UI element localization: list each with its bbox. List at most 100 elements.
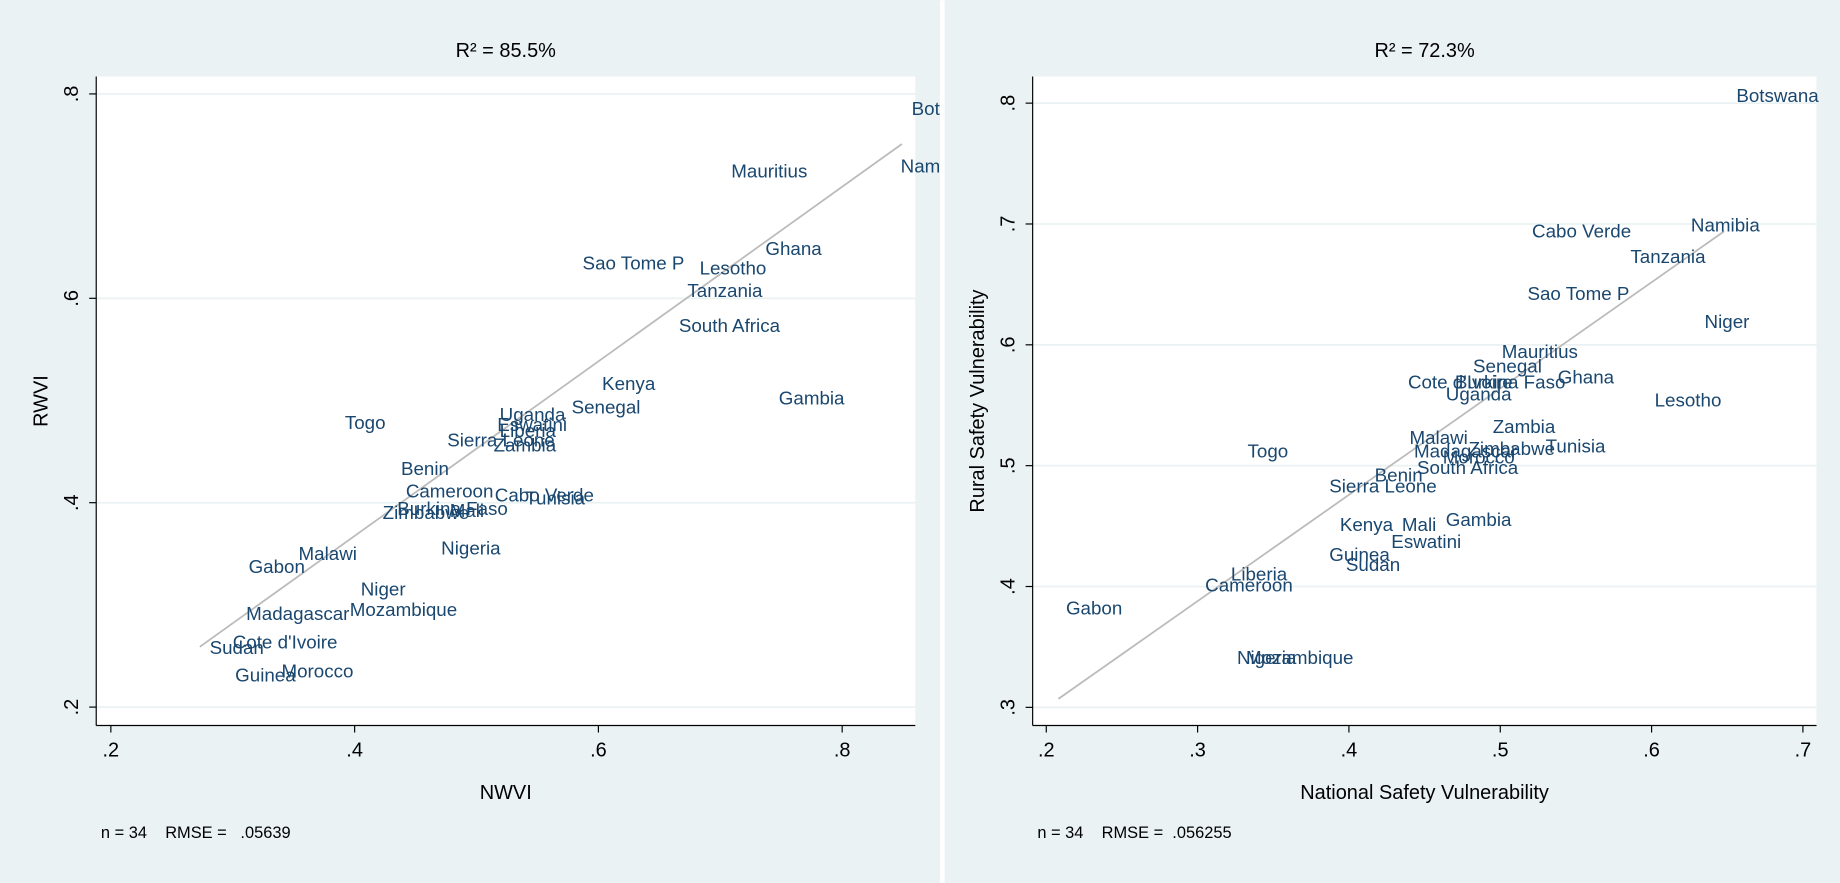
- point-label: Malawi: [1409, 427, 1467, 448]
- point-label: Liberia: [500, 420, 557, 441]
- y-axis-label: Rural Safety Vulnerability: [967, 289, 989, 512]
- x-tick-label: .4: [1341, 740, 1358, 762]
- point-label: Nam: [901, 155, 941, 176]
- point-label: Gabon: [249, 556, 305, 577]
- point-label: Ghana: [1558, 367, 1615, 388]
- point-label: Cote d'Ivoire: [1408, 371, 1513, 392]
- point-label: Mali: [450, 500, 484, 521]
- y-tick-label: .4: [997, 578, 1019, 595]
- point-label: Zimbabwe: [383, 502, 470, 523]
- x-tick-label: .7: [1795, 740, 1812, 762]
- point-label: Uganda: [500, 404, 566, 425]
- x-axis-label: National Safety Vulnerability: [1300, 782, 1549, 804]
- point-label: Tunisia: [1546, 435, 1606, 456]
- point-label: Tanzania: [687, 280, 763, 301]
- note: n = 34 RMSE = .056255: [1037, 824, 1231, 842]
- point-label: South Africa: [679, 315, 781, 336]
- point-label: Senegal: [572, 397, 641, 418]
- point-label: Sudan: [210, 637, 264, 658]
- point-label: Sierra Leone: [447, 429, 554, 450]
- point-label: Tanzania: [1630, 246, 1706, 267]
- fit-line: [199, 143, 903, 648]
- y-tick-label: .8: [997, 95, 1019, 112]
- point-label: Lesotho: [700, 258, 767, 279]
- point-label: Cameroon: [1205, 574, 1293, 595]
- note: n = 34 RMSE = .05639: [101, 824, 291, 842]
- point-label: Mozambique: [1246, 647, 1353, 668]
- point-label: Zambia: [1493, 416, 1556, 437]
- x-tick-label: .2: [103, 740, 120, 762]
- point-label: Ghana: [765, 238, 822, 259]
- point-label: Botswana: [1736, 85, 1819, 106]
- point-label: Cote d'Ivoire: [233, 632, 338, 653]
- point-label: Gambia: [779, 387, 845, 408]
- point-label: Gabon: [1066, 597, 1122, 618]
- x-tick-label: .6: [1643, 740, 1660, 762]
- point-label: Senegal: [1473, 356, 1542, 377]
- point-label: Zambia: [494, 434, 557, 455]
- point-label: Lesotho: [1655, 390, 1722, 411]
- point-label: Sudan: [1346, 554, 1400, 575]
- x-tick-label: .3: [1189, 740, 1206, 762]
- point-label: Niger: [361, 579, 406, 600]
- point-label: Mali: [1402, 514, 1436, 535]
- chart-title: R² = 72.3%: [1374, 40, 1475, 62]
- point-label: Malawi: [299, 543, 357, 564]
- point-label: Sierra Leone: [1329, 475, 1436, 496]
- point-label: Mozambique: [350, 599, 457, 620]
- y-tick-label: .2: [61, 699, 83, 716]
- point-label: Togo: [345, 412, 386, 433]
- plot-area: [96, 76, 916, 726]
- point-label: Togo: [1248, 440, 1289, 461]
- y-tick-label: .5: [997, 457, 1019, 474]
- plot-area: [1032, 76, 1817, 726]
- y-axis-label: RWVI: [31, 375, 53, 427]
- point-label: Cabo Verde: [1532, 220, 1631, 241]
- point-label: Benin: [401, 458, 449, 479]
- point-label: Guinea: [1329, 544, 1390, 565]
- point-label: Kenya: [1340, 514, 1394, 535]
- point-label: Eswatini: [497, 414, 567, 435]
- point-label: Cameroon: [406, 480, 494, 501]
- point-label: Zimbabwe: [1468, 438, 1555, 459]
- point-label: Nigeria: [441, 538, 501, 559]
- point-label: Eswatini: [1391, 531, 1461, 552]
- point-label: Morocco: [281, 660, 353, 681]
- chart-panel: .3 .4 .5 .6 .7 .8 .2 .3 .4 .5 .6 .7 R² = 72.3% Nation…: [967, 40, 1819, 842]
- point-label: Niger: [1705, 311, 1750, 332]
- point-label: Namibia: [1691, 214, 1760, 235]
- point-label: Kenya: [602, 373, 656, 394]
- x-tick-label: .6: [590, 740, 607, 762]
- fit-line: [1057, 230, 1725, 700]
- point-label: Cabo Verde: [495, 485, 594, 506]
- y-tick-label: .4: [61, 494, 83, 511]
- panel-divider: [939, 0, 945, 883]
- chart-panel: .2 .4 .6 .8 .2 .4 .6 .8 R² = 85.5% NWVI RWVI n = 34…: [31, 40, 941, 842]
- point-label: Gambia: [1446, 509, 1512, 530]
- x-tick-label: .8: [834, 740, 851, 762]
- point-label: Sao Tome P: [583, 253, 685, 274]
- point-label: Nigeria: [1237, 647, 1297, 668]
- y-tick-label: .6: [61, 290, 83, 307]
- x-axis-label: NWVI: [480, 782, 532, 804]
- point-label: Madagascar: [1414, 440, 1517, 461]
- point-label: Benin: [1375, 464, 1423, 485]
- point-label: Guinea: [235, 664, 296, 685]
- point-label: South Africa: [1417, 457, 1519, 478]
- y-tick-label: .6: [997, 337, 1019, 354]
- point-label: Burkina Faso: [1455, 371, 1566, 392]
- chart-title: R² = 85.5%: [456, 40, 557, 62]
- point-label: Mauritius: [1502, 341, 1578, 362]
- x-tick-label: .2: [1038, 740, 1055, 762]
- y-tick-label: .8: [61, 86, 83, 103]
- point-label: Bot: [912, 98, 941, 119]
- point-label: Liberia: [1231, 564, 1288, 585]
- point-label: Mauritius: [731, 161, 807, 182]
- point-label: Tunisia: [525, 488, 585, 509]
- point-label: Sao Tome P: [1527, 283, 1629, 304]
- y-tick-label: .7: [997, 216, 1019, 233]
- point-label: Burkina Faso: [397, 498, 508, 519]
- x-tick-label: .4: [346, 740, 363, 762]
- point-label: Madagascar: [246, 603, 349, 624]
